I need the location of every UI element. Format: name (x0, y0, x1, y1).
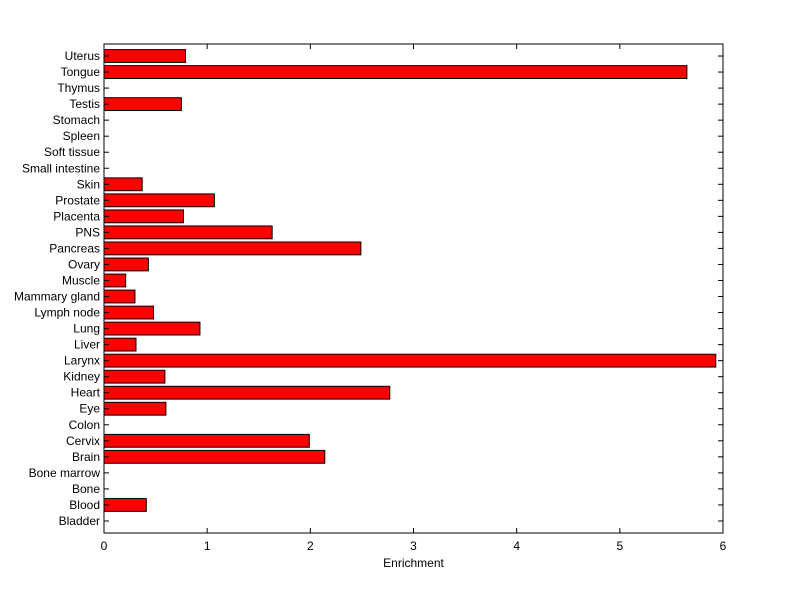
bar-tongue (103, 65, 688, 79)
y-tick-label: Pancreas (49, 241, 100, 255)
bar-pns (103, 225, 273, 240)
x-tick-label: 6 (720, 539, 727, 553)
y-tick-label: Prostate (55, 193, 100, 207)
y-tick-label: Bone (72, 482, 100, 496)
x-tick-label: 1 (204, 539, 211, 553)
bar-lymph-node (103, 305, 155, 320)
y-tick-label: Kidney (63, 370, 100, 384)
y-tick-label: Ovary (68, 257, 100, 271)
y-tick-label: Liver (74, 338, 100, 352)
y-tick-label: Brain (72, 450, 100, 464)
bar-brain (103, 449, 326, 464)
bar-lung (103, 321, 201, 336)
bar-cervix (103, 433, 310, 448)
bar-testis (103, 97, 182, 112)
x-tick-label: 2 (307, 539, 314, 553)
y-tick-label: Spleen (63, 129, 100, 143)
y-tick-label: Skin (77, 177, 100, 191)
x-tick-label: 3 (410, 539, 417, 553)
bar-kidney (103, 369, 166, 384)
labels-group: Uterus Tongue Thymus Testis Stomach Spleen Sof… (14, 49, 727, 553)
y-tick-label: Tongue (61, 65, 101, 79)
bar-placenta (103, 209, 184, 224)
y-tick-label: Muscle (62, 273, 100, 287)
y-tick-label: Eye (79, 402, 100, 416)
y-tick-label: Bone marrow (29, 466, 101, 480)
y-tick-label: Bladder (59, 514, 100, 528)
bar-heart (103, 385, 391, 400)
y-tick-label: Soft tissue (44, 145, 100, 159)
ticks-group (103, 44, 724, 533)
y-tick-label: Stomach (53, 113, 100, 127)
y-tick-label: Heart (71, 386, 101, 400)
bar-eye (103, 401, 167, 416)
y-tick-label: Small intestine (22, 161, 100, 175)
y-tick-label: Uterus (65, 49, 100, 63)
y-tick-label: Thymus (57, 81, 100, 95)
x-axis-label: Enrichment (383, 556, 444, 570)
y-tick-label: Cervix (66, 434, 100, 448)
bar-pancreas (103, 241, 362, 256)
bars-group (103, 49, 717, 512)
y-tick-label: Testis (69, 97, 100, 111)
y-tick-label: Blood (69, 498, 100, 512)
bar-skin (103, 177, 143, 192)
x-tick-label: 0 (101, 539, 108, 553)
y-tick-label: PNS (75, 225, 100, 239)
y-tick-label: Placenta (53, 209, 100, 223)
y-tick-label: Lymph node (34, 306, 100, 320)
bar-ovary (103, 257, 149, 272)
y-tick-label: Colon (69, 418, 100, 432)
x-tick-label: 4 (513, 539, 520, 553)
x-tick-label: 5 (616, 539, 623, 553)
y-tick-label: Lung (73, 322, 100, 336)
y-tick-label: Larynx (64, 354, 100, 368)
bar-blood (103, 498, 147, 512)
y-tick-label: Mammary gland (14, 290, 100, 304)
bar-uterus (103, 49, 187, 63)
bar-prostate (103, 193, 215, 208)
bar-larynx (103, 353, 717, 368)
